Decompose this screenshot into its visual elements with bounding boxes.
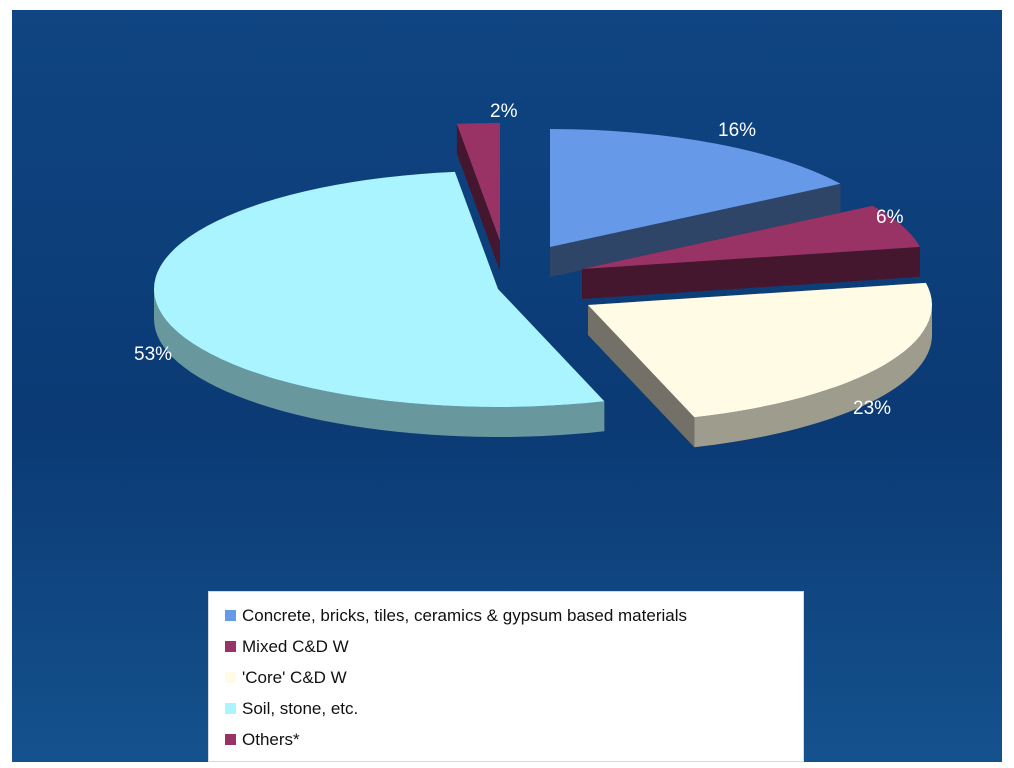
legend: Concrete, bricks, tiles, ceramics & gyps… <box>208 591 804 762</box>
legend-item-soil: Soil, stone, etc. <box>225 693 803 724</box>
legend-item-concrete: Concrete, bricks, tiles, ceramics & gyps… <box>225 600 803 631</box>
legend-item-others: Others* <box>225 724 803 755</box>
legend-label-soil: Soil, stone, etc. <box>242 698 359 718</box>
legend-label-others: Others* <box>242 729 300 749</box>
data-label-core: 23% <box>853 398 891 419</box>
legend-swatch-concrete <box>225 610 236 621</box>
pie-chart: 16% 6% 23% 53% 2% <box>12 10 1002 762</box>
legend-label-concrete: Concrete, bricks, tiles, ceramics & gyps… <box>242 605 687 625</box>
legend-item-mixed: Mixed C&D W <box>225 631 803 662</box>
legend-swatch-mixed <box>225 641 236 652</box>
pie-slice-concrete <box>550 129 841 277</box>
pie-slice-others <box>456 123 500 271</box>
legend-swatch-others <box>225 734 236 745</box>
legend-swatch-soil <box>225 703 236 714</box>
legend-label-mixed: Mixed C&D W <box>242 636 349 656</box>
legend-label-core: 'Core' C&D W <box>242 667 347 687</box>
legend-item-core: 'Core' C&D W <box>225 662 803 693</box>
pie-slice-core <box>588 282 932 448</box>
data-label-others: 2% <box>490 101 518 122</box>
chart-area: 16% 6% 23% 53% 2% Concrete, bricks, tiles, c… <box>12 10 1002 762</box>
data-label-concrete: 16% <box>718 120 756 141</box>
data-label-soil: 53% <box>134 344 172 365</box>
pie-slice-mixed <box>582 205 920 299</box>
data-label-mixed: 6% <box>876 207 904 228</box>
legend-swatch-core <box>225 672 236 683</box>
pie-slice-soil <box>154 171 605 437</box>
